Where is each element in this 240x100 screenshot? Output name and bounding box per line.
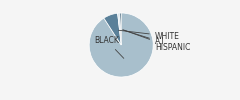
Wedge shape — [120, 13, 121, 45]
Wedge shape — [89, 13, 153, 77]
Text: HISPANIC: HISPANIC — [123, 30, 190, 52]
Wedge shape — [118, 13, 121, 45]
Wedge shape — [104, 13, 121, 45]
Text: A.I.: A.I. — [123, 30, 167, 46]
Text: WHITE: WHITE — [119, 30, 180, 40]
Text: BLACK: BLACK — [94, 36, 124, 58]
